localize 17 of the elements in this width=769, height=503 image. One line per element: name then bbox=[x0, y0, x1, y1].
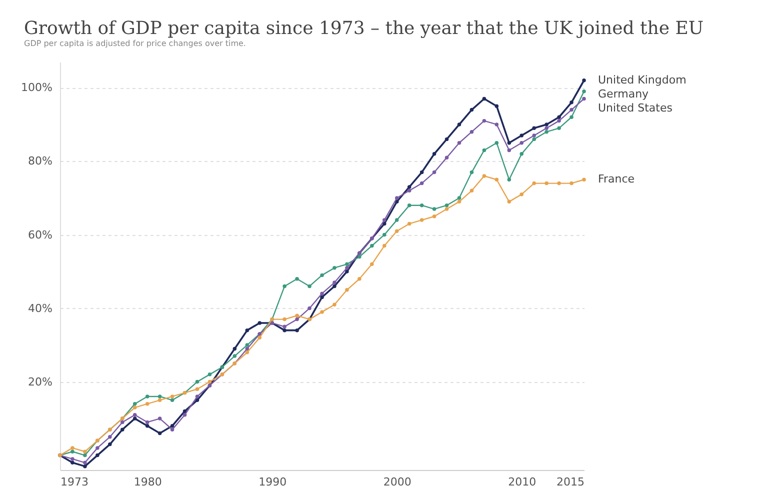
x-tick-label: 1980 bbox=[134, 476, 162, 488]
chart-subtitle: GDP per capita is adjusted for price changes over time. bbox=[24, 39, 246, 48]
y-tick-label: 100% bbox=[21, 81, 52, 94]
y-tick-label: 60% bbox=[28, 228, 52, 242]
x-tick-label: 2000 bbox=[383, 476, 412, 488]
x-tick-label: 2015 bbox=[556, 476, 584, 488]
series-label: United States bbox=[598, 101, 673, 114]
series-label: United Kingdom bbox=[598, 73, 686, 86]
chart-title: Growth of GDP per capita since 1973 – the year that the UK joined the EU bbox=[24, 18, 704, 39]
x-tick-label: 1990 bbox=[258, 476, 287, 488]
y-tick-label: 40% bbox=[28, 302, 52, 315]
series-label: France bbox=[598, 172, 635, 186]
y-tick-label: 80% bbox=[28, 154, 52, 168]
x-tick-label: 2010 bbox=[508, 476, 536, 488]
series-label: Germany bbox=[598, 87, 650, 100]
y-tick-label: 20% bbox=[28, 375, 52, 388]
x-tick-label: 1973 bbox=[60, 476, 88, 488]
